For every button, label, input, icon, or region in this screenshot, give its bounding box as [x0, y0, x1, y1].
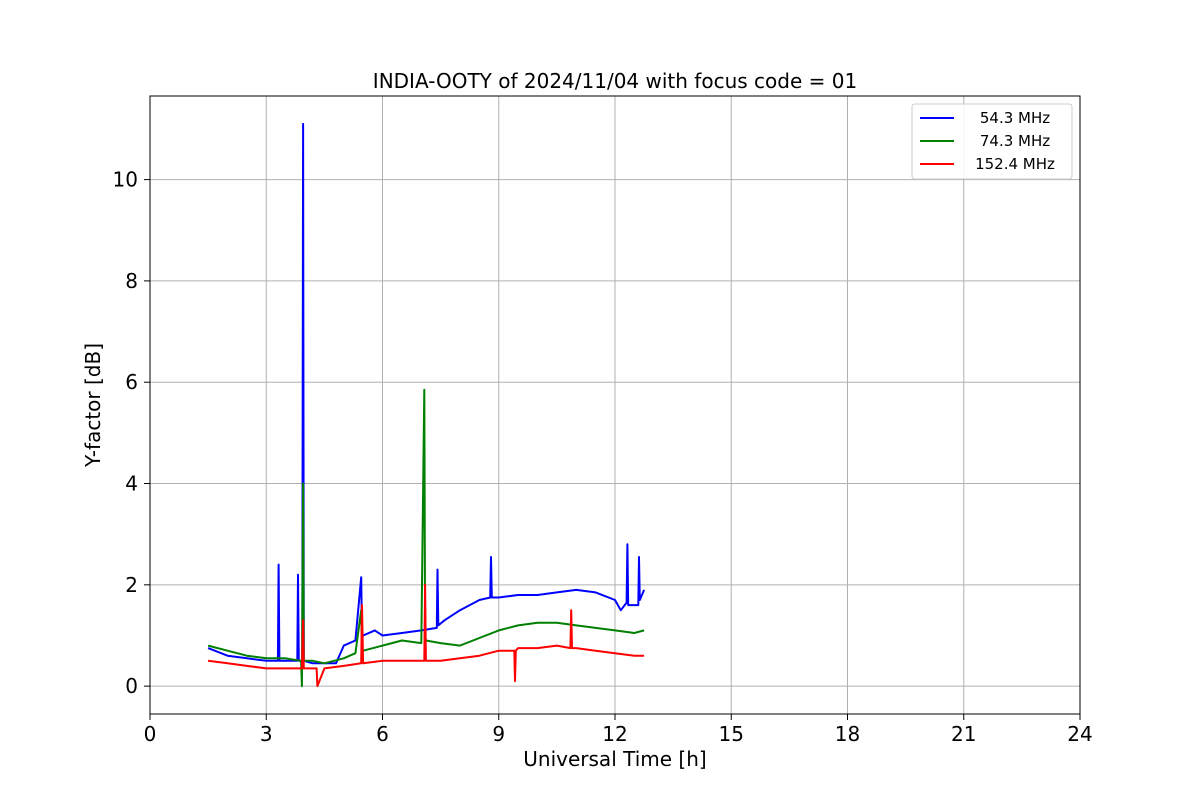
- legend-label-2: 74.3 MHz: [980, 132, 1050, 150]
- x-tick-label: 24: [1067, 722, 1092, 746]
- y-tick-label: 10: [113, 168, 138, 192]
- legend-box: [911, 103, 1073, 180]
- x-tick-label: 6: [376, 722, 389, 746]
- series-line-1: [207, 122, 646, 665]
- x-tick-label: 21: [951, 722, 976, 746]
- x-tick-label: 3: [260, 722, 273, 746]
- x-tick-label: 0: [144, 722, 157, 746]
- y-axis-title: Y-factor [dB]: [81, 343, 105, 468]
- x-tick-label: 12: [602, 722, 627, 746]
- y-tick-label: 0: [125, 674, 138, 698]
- y-tick-label: 6: [125, 370, 138, 394]
- legend: 54.3 MHz 74.3 MHz 152.4 MHz: [911, 103, 1073, 180]
- y-tick-label: 4: [125, 472, 138, 496]
- x-axis-title: Universal Time [h]: [523, 747, 706, 771]
- legend-label-1: 54.3 MHz: [980, 109, 1050, 127]
- x-tick-label: 18: [835, 722, 860, 746]
- y-tick-label: 2: [125, 573, 138, 597]
- series-line-3: [207, 583, 645, 688]
- series-lines: [207, 122, 646, 688]
- series-line-2: [207, 388, 645, 688]
- x-tick-label: 15: [719, 722, 744, 746]
- legend-label-3: 152.4 MHz: [975, 155, 1055, 173]
- chart-title: INDIA-OOTY of 2024/11/04 with focus code…: [373, 69, 857, 93]
- grid: [149, 96, 1081, 714]
- x-tick-label: 9: [492, 722, 505, 746]
- y-tick-label: 8: [125, 269, 138, 293]
